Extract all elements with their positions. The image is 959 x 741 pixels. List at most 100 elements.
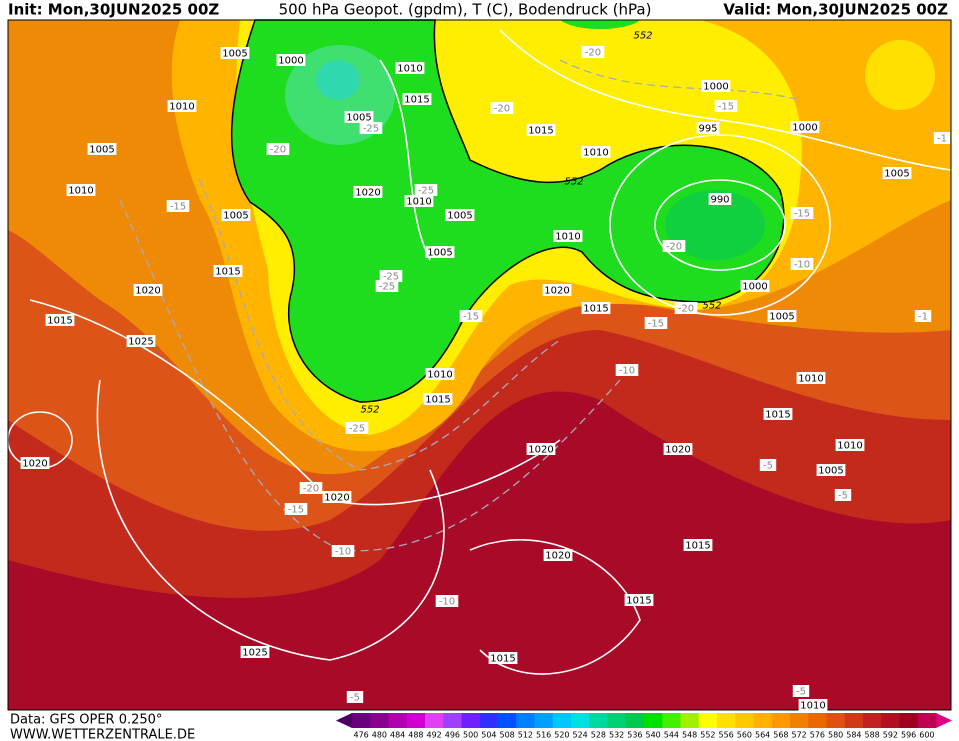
colorbar-box	[644, 713, 663, 728]
label-bg	[395, 62, 425, 74]
colorbar-label: 484	[390, 731, 405, 740]
label-bg	[790, 121, 820, 133]
pressure-label: 1015	[404, 95, 429, 106]
label-bg	[674, 302, 698, 314]
label-bg	[790, 258, 814, 270]
pressure-label: 1010	[397, 64, 422, 75]
label-bg	[581, 146, 611, 158]
label-bg	[581, 302, 611, 314]
colorbar-box	[680, 713, 700, 728]
geopotential-label: 552	[564, 177, 583, 188]
label-bg	[375, 280, 399, 292]
label-bg	[542, 284, 572, 296]
colorbar-box	[461, 713, 481, 728]
colorbar-label: 544	[664, 731, 679, 740]
pressure-label: 1005	[427, 248, 452, 259]
isobar	[499, 29, 952, 171]
label-bg	[45, 314, 75, 326]
label-bg	[796, 372, 826, 384]
label-bg	[425, 246, 455, 258]
temperature-label: -5	[838, 491, 848, 502]
pressure-label: 1025	[242, 648, 267, 659]
pressure-label: 1020	[324, 493, 349, 504]
pressure-label: 1010	[555, 232, 580, 243]
pressure-label: 1020	[544, 286, 569, 297]
pressure-label: 1015	[583, 304, 608, 315]
colorbar-box	[443, 713, 462, 728]
label-bg	[402, 93, 432, 105]
label-bg	[683, 539, 713, 551]
colorbar-label: 524	[572, 731, 587, 740]
label-bg	[213, 265, 243, 277]
pressure-label: 995	[698, 124, 717, 135]
geopotential-label: 552	[633, 31, 652, 42]
label-bg	[834, 489, 852, 501]
colorbar-label: 584	[846, 731, 861, 740]
zone-low-core	[665, 190, 765, 260]
label-bg	[359, 122, 383, 134]
colorbar-label: 528	[591, 731, 606, 740]
temperature-label: -25	[363, 124, 379, 135]
label-bg	[414, 184, 438, 196]
data-source: Data: GFS OPER 0.250°	[10, 713, 162, 728]
colorbar-label: 476	[353, 731, 368, 740]
label-bg	[166, 200, 190, 212]
isobar	[96, 379, 445, 661]
isotherm	[559, 59, 801, 101]
label-bg	[763, 408, 793, 420]
pressure-label: 1005	[818, 466, 843, 477]
temperature-label: -15	[794, 209, 810, 220]
colorbar-box	[717, 713, 736, 728]
zone-cyan	[316, 60, 360, 100]
temperature-label: -5	[350, 693, 360, 704]
label-bg	[344, 111, 374, 123]
colorbar-box	[662, 713, 681, 728]
label-bg	[662, 240, 686, 252]
colorbar-label: 552	[700, 731, 715, 740]
colorbar-label: 480	[372, 731, 387, 740]
label-bg	[488, 652, 518, 664]
colorbar-box	[516, 713, 535, 728]
pressure-label: 1000	[278, 56, 303, 67]
colorbar-box	[352, 713, 371, 728]
label-bg	[299, 482, 323, 494]
colorbar-label: 592	[883, 731, 898, 740]
label-bg	[404, 195, 434, 207]
colorbar-label: 560	[737, 731, 752, 740]
colorbar-label: 496	[445, 731, 460, 740]
colorbar-label: 512	[518, 731, 533, 740]
colorbar-box	[808, 713, 827, 728]
pressure-label: 1020	[528, 445, 553, 456]
colorbar-label: 572	[791, 731, 806, 740]
pressure-label: 1020	[665, 445, 690, 456]
temperature-label: -25	[383, 272, 399, 283]
pressure-label: 1010	[427, 370, 452, 381]
map-title: 500 hPa Geopot. (gpdm), T (C), Bodendruc…	[279, 1, 652, 19]
colorbar-box	[771, 713, 791, 728]
pressure-label: 1005	[89, 145, 114, 156]
pressure-label: 1020	[22, 459, 47, 470]
pressure-label: 1015	[765, 410, 790, 421]
temperature-label: -25	[418, 186, 434, 197]
temperature-label: -10	[439, 597, 455, 608]
label-bg	[714, 100, 738, 112]
pressure-label: 1010	[798, 374, 823, 385]
label-bg	[379, 270, 403, 282]
label-bg	[792, 685, 810, 697]
label-bg	[759, 459, 777, 471]
pressure-label: 1020	[355, 188, 380, 199]
temperature-label: -15	[718, 102, 734, 113]
colorbar-box	[607, 713, 627, 728]
temperature-label: -25	[349, 424, 365, 435]
valid-time: Valid: Mon,30JUN2025 00Z	[723, 1, 948, 19]
colorbar-label: 600	[919, 731, 934, 740]
label-bg	[701, 80, 731, 92]
colorbar-label: 580	[828, 731, 843, 740]
label-bg	[353, 186, 383, 198]
label-bg	[663, 443, 693, 455]
label-bg	[423, 393, 453, 405]
colorbar-label: 536	[627, 731, 642, 740]
label-bg	[276, 54, 306, 66]
colorbar-label: 516	[536, 731, 551, 740]
pressure-label: 1005	[769, 312, 794, 323]
